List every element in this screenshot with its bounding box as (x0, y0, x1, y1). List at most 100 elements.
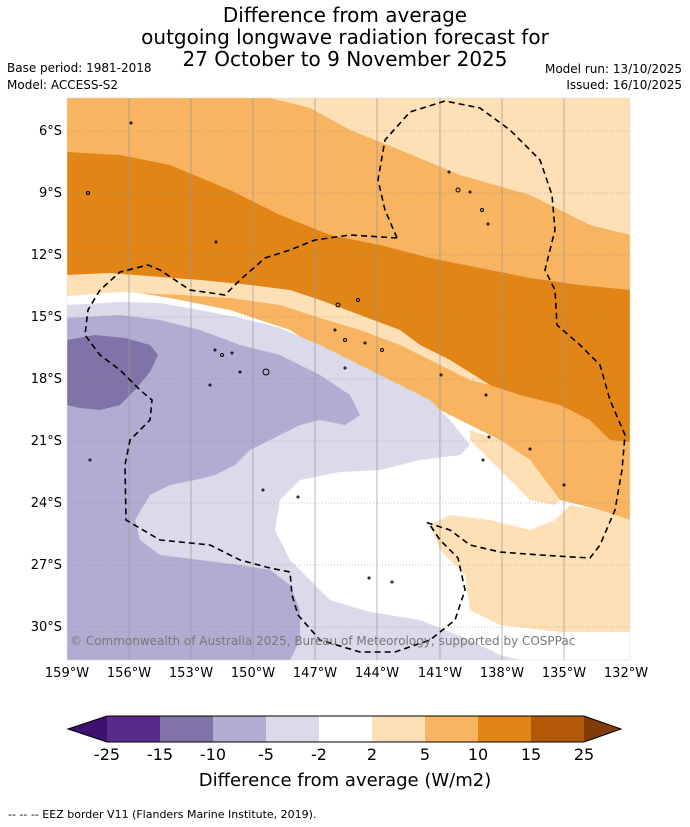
eez-border (84, 100, 626, 653)
title-line-2: outgoing longwave radiation forecast for (141, 25, 549, 49)
island (481, 458, 485, 462)
eez-border-french-polynesia (377, 100, 626, 559)
map-frame (66, 97, 631, 661)
band-2-to-5-south (430, 505, 630, 632)
title-line-1: Difference from average (222, 3, 468, 27)
lat-label: 9°S (38, 186, 62, 201)
island (88, 458, 92, 462)
colorbar-tick-label: 10 (467, 745, 489, 764)
island (528, 447, 532, 451)
island (129, 121, 133, 125)
lon-label: 135°W (541, 666, 587, 681)
island (356, 298, 360, 302)
island (343, 366, 347, 370)
island (480, 208, 484, 212)
colorbar-tick-label: -2 (311, 745, 327, 764)
colorbar-tick-label: 15 (520, 745, 542, 764)
island (238, 370, 242, 374)
lat-label: 27°S (30, 558, 62, 573)
colorbar-segment (531, 716, 584, 742)
title-line-3: 27 October to 9 November 2025 (182, 47, 508, 71)
colorbar-segment (478, 716, 531, 742)
island (208, 383, 212, 387)
colorbar-tick-label: -25 (93, 745, 121, 764)
lon-label: 138°W (479, 666, 525, 681)
eez-legend-note: -- -- -- EEZ border V11 (Flanders Marine… (8, 808, 317, 821)
colorbar (66, 715, 623, 743)
colorbar-segment (266, 716, 319, 742)
model-run-label: Model run: 13/10/2025 (544, 62, 682, 76)
colorbar-outline (66, 715, 623, 743)
colorbar-segment (107, 716, 160, 742)
band-2-to-5-river (470, 430, 560, 505)
lon-label: 144°W (354, 666, 400, 681)
colorbar-tick-label: 2 (366, 745, 378, 764)
island (390, 580, 394, 584)
lat-label: 6°S (38, 124, 62, 139)
band-2-to-5-light-orange (67, 98, 630, 240)
lon-label: 141°W (417, 666, 463, 681)
lat-label: 21°S (30, 434, 62, 449)
island (484, 393, 488, 397)
lat-label: 12°S (30, 248, 62, 263)
island (439, 373, 443, 377)
island (487, 435, 491, 439)
colorbar-tick-label: 5 (419, 745, 431, 764)
island (486, 222, 490, 226)
island (447, 170, 451, 174)
islands (86, 121, 566, 584)
colorbar-segment (319, 716, 372, 742)
island (468, 190, 472, 194)
island (367, 576, 371, 580)
lat-label: 24°S (30, 496, 62, 511)
island (261, 488, 265, 492)
island (214, 240, 218, 244)
lon-label: 156°W (106, 666, 152, 681)
island (262, 368, 270, 376)
lon-label: 132°W (603, 666, 649, 681)
island (455, 187, 461, 193)
copyright-notice: © Commonwealth of Australia 2025, Bureau… (70, 634, 576, 648)
island (333, 328, 337, 332)
island (220, 353, 224, 357)
island (86, 191, 90, 195)
base-period-label: Base period: 1981-2018 (7, 61, 152, 75)
lon-label: 153°W (168, 666, 214, 681)
lat-label: 15°S (30, 310, 62, 325)
lon-label: 147°W (292, 666, 338, 681)
island (296, 495, 300, 499)
colorbar-segment (372, 716, 425, 742)
colorbar-lower-extension (68, 716, 107, 742)
island (213, 348, 217, 352)
lat-label: 30°S (30, 620, 62, 635)
lon-label: 159°W (44, 666, 90, 681)
band-minus-10-to-minus-15 (67, 335, 158, 410)
island (343, 338, 347, 342)
anomaly-field (67, 98, 630, 660)
colorbar-tick-label: -15 (146, 745, 174, 764)
colorbar-tick-label: -10 (199, 745, 227, 764)
island (335, 302, 341, 308)
band-minus-5-to-minus-10 (67, 315, 360, 660)
band-2-to-5-northwest-strip (67, 273, 490, 385)
issued-label: Issued: 16/10/2025 (566, 78, 682, 92)
colorbar-segment (160, 716, 213, 742)
island (562, 483, 566, 487)
meridian-lines (128, 98, 565, 660)
lat-label: 18°S (30, 372, 62, 387)
colorbar-tick-label: -5 (258, 745, 274, 764)
island (380, 348, 384, 352)
colorbar-segment (213, 716, 266, 742)
colorbar-tick-label: 25 (573, 745, 595, 764)
colorbar-upper-extension (584, 716, 621, 742)
colorbar-segment (425, 716, 478, 742)
island (363, 341, 367, 345)
band-10-to-15-dark-orange (67, 152, 630, 442)
model-label: Model: ACCESS-S2 (7, 78, 119, 92)
colorbar-title: Difference from average (W/m2) (198, 770, 492, 791)
grid-lines (67, 130, 630, 628)
lon-label: 150°W (230, 666, 276, 681)
eez-border-cook-islands-west (84, 234, 466, 653)
island (230, 351, 234, 355)
